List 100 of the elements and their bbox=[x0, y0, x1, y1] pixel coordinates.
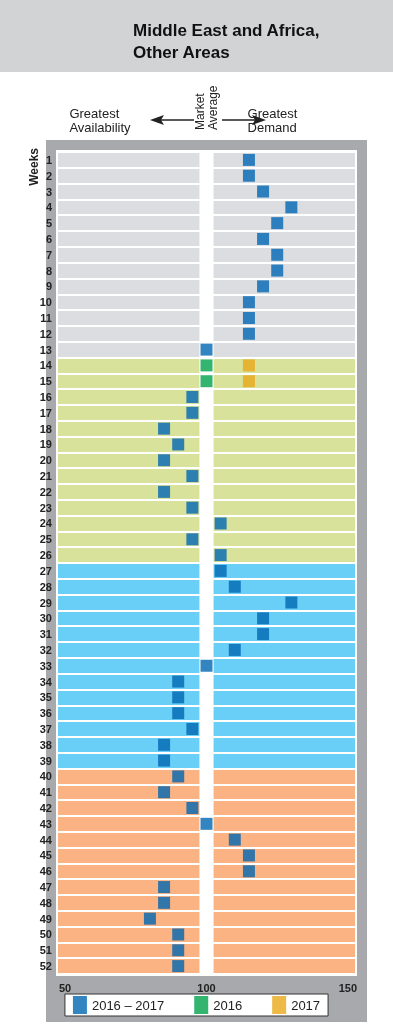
point bbox=[285, 201, 298, 214]
point bbox=[242, 311, 255, 324]
y-tick-label: 1 bbox=[45, 153, 52, 166]
y-tick-label: 35 bbox=[39, 691, 52, 704]
y-tick-label: 40 bbox=[39, 770, 52, 783]
point bbox=[271, 264, 284, 277]
y-tick-label: 42 bbox=[39, 802, 52, 815]
point bbox=[186, 470, 199, 483]
point bbox=[186, 802, 199, 815]
y-tick-label: 20 bbox=[39, 454, 52, 467]
y-tick-label: 18 bbox=[39, 422, 52, 435]
y-tick-label: 28 bbox=[39, 580, 52, 593]
point bbox=[200, 659, 213, 672]
point bbox=[186, 722, 199, 735]
point bbox=[172, 691, 185, 704]
y-tick-label: 10 bbox=[39, 296, 52, 309]
y-tick-label: 2 bbox=[45, 169, 52, 182]
point bbox=[242, 359, 255, 372]
y-tick-label: 45 bbox=[39, 849, 52, 862]
legend-label: 2017 bbox=[291, 997, 321, 1013]
point bbox=[172, 707, 185, 720]
point bbox=[271, 248, 284, 261]
y-tick-label: 29 bbox=[39, 596, 52, 609]
point bbox=[271, 217, 284, 230]
point bbox=[242, 327, 255, 340]
point bbox=[200, 343, 213, 356]
point bbox=[257, 628, 270, 641]
point bbox=[242, 865, 255, 878]
point bbox=[186, 533, 199, 546]
point bbox=[172, 675, 185, 688]
y-tick-label: 25 bbox=[39, 533, 52, 546]
point bbox=[186, 501, 199, 514]
point bbox=[158, 738, 171, 751]
point bbox=[158, 786, 171, 799]
y-tick-label: 21 bbox=[39, 470, 52, 483]
y-tick-label: 31 bbox=[39, 628, 52, 641]
point bbox=[257, 612, 270, 625]
y-tick-label: 7 bbox=[45, 248, 52, 261]
legend-label: 2016 bbox=[213, 997, 243, 1013]
y-tick-label: 47 bbox=[39, 881, 52, 894]
y-tick-label: 3 bbox=[45, 185, 52, 198]
y-tick-label: 32 bbox=[39, 643, 52, 656]
point bbox=[228, 580, 241, 593]
y-tick-label: 14 bbox=[39, 359, 53, 372]
y-tick-label: 13 bbox=[39, 343, 52, 356]
point bbox=[242, 375, 255, 388]
point bbox=[242, 169, 255, 182]
y-tick-label: 9 bbox=[45, 280, 52, 293]
y-tick-label: 15 bbox=[39, 375, 52, 388]
y-tick-label: 17 bbox=[39, 406, 52, 419]
point bbox=[200, 817, 213, 830]
point bbox=[285, 596, 298, 609]
point bbox=[186, 391, 199, 404]
x-tick-label: 100 bbox=[197, 981, 216, 994]
point bbox=[158, 881, 171, 894]
y-tick-label: 43 bbox=[39, 817, 52, 830]
chart-title: Middle East and Africa, Other Areas bbox=[133, 20, 325, 62]
point bbox=[228, 643, 241, 656]
y-tick-label: 5 bbox=[45, 217, 52, 230]
point bbox=[186, 406, 199, 419]
y-tick-label: 22 bbox=[39, 485, 52, 498]
point bbox=[172, 928, 185, 941]
point bbox=[257, 232, 270, 245]
y-tick-label: 12 bbox=[39, 327, 52, 340]
point bbox=[158, 454, 171, 467]
point bbox=[158, 485, 171, 498]
y-tick-label: 4 bbox=[45, 201, 53, 214]
band-label: Market Average bbox=[193, 85, 220, 130]
point bbox=[172, 770, 185, 783]
point bbox=[172, 944, 185, 957]
y-tick-label: 30 bbox=[39, 612, 52, 625]
y-tick-label: 24 bbox=[39, 517, 53, 530]
point bbox=[143, 912, 156, 925]
y-tick-label: 39 bbox=[39, 754, 52, 767]
y-tick-label: 41 bbox=[39, 786, 52, 799]
y-tick-label: 37 bbox=[39, 722, 52, 735]
point bbox=[214, 564, 227, 577]
y-tick-label: 26 bbox=[39, 549, 52, 562]
point bbox=[257, 185, 270, 198]
y-tick-label: 48 bbox=[39, 896, 52, 909]
y-tick-label: 27 bbox=[39, 564, 52, 577]
point bbox=[200, 359, 213, 372]
y-axis-title: Weeks bbox=[27, 147, 41, 186]
point bbox=[214, 517, 227, 530]
y-tick-label: 44 bbox=[39, 833, 53, 846]
point bbox=[214, 549, 227, 562]
point bbox=[158, 754, 171, 767]
legend-label: 2016 – 2017 bbox=[91, 997, 165, 1013]
point bbox=[257, 280, 270, 293]
y-tick-label: 38 bbox=[39, 738, 52, 751]
y-tick-label: 36 bbox=[39, 707, 52, 720]
point bbox=[242, 153, 255, 166]
point bbox=[242, 296, 255, 309]
point bbox=[172, 960, 185, 973]
x-tick-label: 150 bbox=[338, 981, 358, 994]
y-tick-label: 46 bbox=[39, 865, 52, 878]
y-tick-label: 23 bbox=[39, 501, 52, 514]
x-tick-label: 50 bbox=[58, 981, 72, 994]
y-tick-label: 33 bbox=[39, 659, 52, 672]
text: Greatest Availability bbox=[69, 105, 132, 135]
